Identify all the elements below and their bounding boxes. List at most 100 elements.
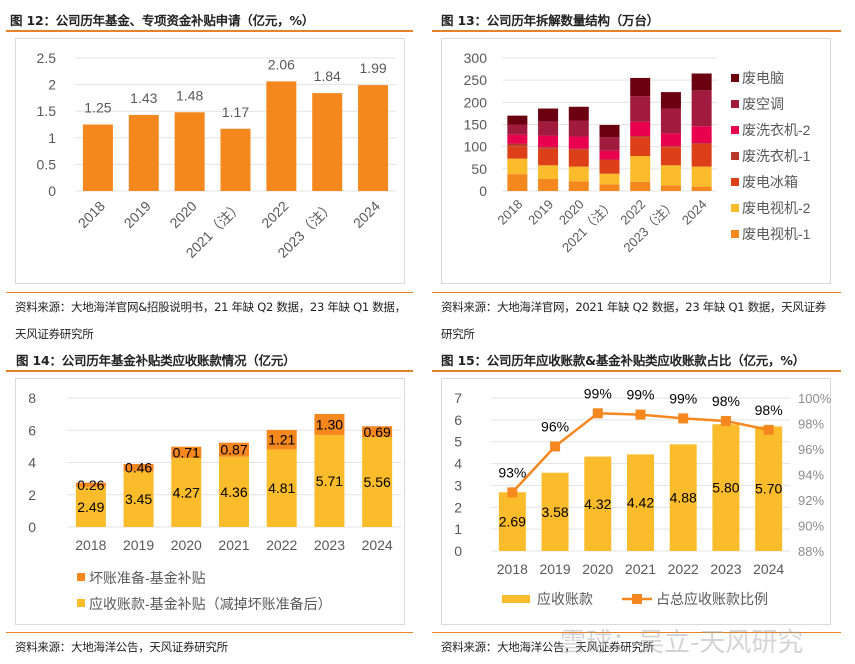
data-label-bar: 5.80 <box>712 480 739 496</box>
data-label-ratio: 93% <box>498 464 526 480</box>
data-label-bad-debt: 1.21 <box>268 432 295 448</box>
legend-swatch <box>731 100 739 108</box>
legend-label: 应收账款-基金补贴（减掉坏账准备后） <box>89 596 332 612</box>
x-tick-label: 2020 <box>171 537 202 553</box>
figure-15-top-rule <box>432 370 841 372</box>
bar-segment-废洗衣机-1-2024 <box>691 143 712 145</box>
x-tick-label: 2023 <box>314 537 345 553</box>
bar-segment-废电视机-2-2018 <box>507 158 528 175</box>
x-tick-label: 2019 <box>525 197 556 228</box>
left-axis-tick-label: 3 <box>454 477 462 493</box>
data-label-bar: 2.69 <box>499 514 526 530</box>
right-axis-tick-label: 100% <box>798 391 832 406</box>
bar-segment-废电视机-2-2021（注） <box>599 173 620 185</box>
left-axis-tick-label: 5 <box>454 434 462 450</box>
data-label-ratio: 98% <box>755 402 783 418</box>
data-label: 1.84 <box>314 68 341 84</box>
bar-segment-废电脑-2022 <box>630 77 651 97</box>
bar-segment-废空调-2019 <box>538 121 559 136</box>
y-axis-tick-label: 0.5 <box>37 156 57 172</box>
figure-14-top-rule <box>6 370 413 372</box>
x-tick-label: 2022 <box>668 561 699 577</box>
x-tick-label: 2024 <box>679 197 710 228</box>
bar-segment-废洗衣机-2-2021（注） <box>599 150 620 160</box>
x-tick-label: 2018 <box>494 197 525 228</box>
figure-15-chart-box: 0 1 2 3 4 5 6 7 88% 90% 92% 94% 96% 98% 100% 2.69 2018 3.… <box>441 378 832 625</box>
y-axis-tick-label: 300 <box>464 50 488 66</box>
right-axis-tick-label: 98% <box>798 417 824 432</box>
x-tick-label: 2019 <box>123 537 154 553</box>
legend-label: 坏账准备-基金补贴 <box>89 570 206 586</box>
y-axis-tick-label: 150 <box>464 117 488 133</box>
bar-segment-废电视机-1-2024 <box>691 186 712 191</box>
figure-13-source-line-1: 资料来源：大地海洋官网，2021 年缺 Q2 数据，23 年缺 Q1 数据，天风… <box>441 300 826 314</box>
data-label-ratio: 99% <box>584 385 612 401</box>
data-label-receivable: 4.81 <box>268 480 295 496</box>
ratio-marker <box>635 409 646 420</box>
bar-segment-废电视机-2-2019 <box>538 165 559 180</box>
bar-segment-receivable-2023 <box>314 434 345 527</box>
legend-swatch <box>731 204 739 212</box>
ratio-marker <box>763 424 774 435</box>
legend-swatch-bar <box>502 595 530 603</box>
ratio-marker <box>592 408 603 419</box>
bar-segment-废空调-2024 <box>691 90 712 127</box>
bar-segment-bad-debt-2021 <box>219 442 249 457</box>
legend-swatch <box>731 230 739 238</box>
x-tick-label: 2024 <box>753 561 784 577</box>
figure-14-source-line-1: 资料来源：大地海洋公告，天风证券研究所 <box>15 640 228 654</box>
bar-segment-废电冰箱-2018 <box>507 146 528 159</box>
legend-label: 废电脑 <box>742 70 784 86</box>
legend-swatch <box>731 126 739 134</box>
bar-segment-废洗衣机-2-2020 <box>568 136 589 149</box>
ratio-marker <box>507 487 518 498</box>
bar-segment-废洗衣机-2-2024 <box>691 126 712 144</box>
bar-segment-废洗衣机-1-2023（注） <box>660 146 681 148</box>
bar-segment-废电视机-1-2022 <box>630 181 651 191</box>
legend-swatch <box>77 573 85 581</box>
bar-segment-废电冰箱-2020 <box>568 149 589 167</box>
bar-segment-废洗衣机-2-2023（注） <box>660 133 681 147</box>
y-axis-tick-label: 0 <box>28 519 36 535</box>
bar-segment-bad-debt-2020 <box>171 446 202 459</box>
legend-label: 废洗衣机-2 <box>742 122 811 138</box>
bar-segment-废洗衣机-2-2018 <box>507 134 528 144</box>
figure-12-top-rule <box>6 30 413 32</box>
bar-segment-废空调-2021（注） <box>599 137 620 151</box>
bar-segment-废电视机-1-2019 <box>538 179 559 191</box>
figure-13-source-line-2: 研究所 <box>441 327 475 341</box>
figure-15-title: 图 15：公司历年应收账款&基金补贴类应收账款占比（亿元，%） <box>441 353 805 368</box>
x-tick-label: 2019 <box>121 198 154 231</box>
x-tick-label: 2022 <box>258 198 291 231</box>
bar-segment-废洗衣机-1-2019 <box>538 147 559 149</box>
data-label-bad-debt: 0.87 <box>220 442 247 458</box>
data-label: 1.48 <box>176 87 203 103</box>
data-label: 1.99 <box>359 60 386 76</box>
y-axis-tick-label: 4 <box>28 455 36 471</box>
data-label-bar: 4.42 <box>627 495 654 511</box>
y-axis-tick-label: 2 <box>48 77 56 93</box>
bar-2019 <box>128 114 159 191</box>
bar-2020 <box>584 456 612 551</box>
bar-2023（注） <box>312 93 343 191</box>
x-tick-label: 2018 <box>75 537 106 553</box>
bar-2022 <box>669 444 697 551</box>
bar-segment-bad-debt-2023 <box>314 413 345 435</box>
figure-13-chart-box: 0 50 100 150 200 250 300 2018 2019 2020 2021（注） 202… <box>441 38 831 284</box>
bar-segment-receivable-2024 <box>362 437 393 527</box>
bar-segment-废电视机-1-2021（注） <box>599 184 620 191</box>
data-label-bar: 5.70 <box>755 481 782 497</box>
x-tick-label: 2023 <box>710 561 741 577</box>
legend-label: 占总应收账款比例 <box>656 591 768 607</box>
bar-segment-废空调-2020 <box>568 120 589 137</box>
legend-label: 废电视机-1 <box>742 226 811 242</box>
right-axis-tick-label: 92% <box>798 493 824 508</box>
data-label-bar: 4.32 <box>584 496 611 512</box>
figure-14-title: 图 14：公司历年基金补贴类应收账款情况（亿元） <box>16 353 296 368</box>
bar-2021 <box>627 454 654 551</box>
data-label-bad-debt: 0.71 <box>173 444 200 460</box>
bar-segment-废电冰箱-2024 <box>691 144 712 167</box>
bar-2018 <box>498 492 526 551</box>
bar-segment-废电视机-1-2023（注） <box>660 185 681 191</box>
